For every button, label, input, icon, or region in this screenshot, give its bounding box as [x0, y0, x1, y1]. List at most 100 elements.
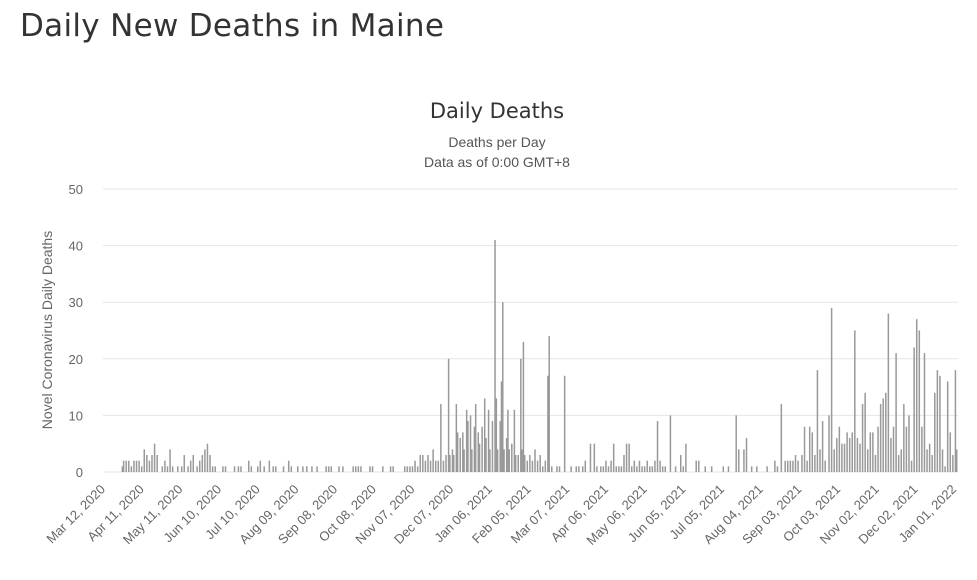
bar: [489, 449, 491, 472]
bar: [211, 466, 214, 472]
bar: [275, 466, 277, 472]
bar: [371, 466, 374, 472]
bar: [449, 455, 451, 472]
chart-subtitle: Deaths per Day: [448, 134, 545, 150]
bar: [841, 443, 843, 472]
bar: [508, 449, 510, 472]
bar: [483, 398, 486, 472]
bar: [854, 330, 856, 472]
y-tick-label: 30: [69, 295, 83, 310]
bar: [618, 466, 620, 472]
bar: [268, 460, 271, 472]
bar: [206, 443, 209, 472]
bar: [931, 455, 933, 472]
bar: [661, 466, 664, 472]
bar: [198, 460, 201, 472]
y-axis-label: Novel Coronavirus Daily Deaths: [39, 231, 55, 429]
bar: [869, 432, 872, 472]
bar: [491, 421, 494, 472]
bar: [392, 466, 394, 472]
bar: [462, 432, 464, 472]
bar: [434, 460, 437, 472]
bar: [474, 404, 477, 472]
gridlines: [103, 188, 958, 473]
bar: [578, 466, 580, 472]
bar: [915, 319, 918, 472]
bar: [534, 449, 536, 472]
bar: [247, 460, 250, 472]
bar: [513, 409, 516, 472]
bar: [581, 466, 584, 472]
bar: [148, 460, 151, 472]
bar: [342, 466, 344, 472]
bar: [183, 455, 185, 472]
bar: [523, 455, 526, 472]
bar: [674, 466, 677, 472]
bar: [654, 460, 656, 472]
bar: [503, 449, 505, 472]
bar: [643, 466, 646, 472]
bar: [910, 460, 913, 472]
page-heading: Daily New Deaths in Maine: [20, 8, 445, 44]
bar: [360, 466, 362, 472]
bar: [389, 466, 392, 472]
bar: [406, 466, 409, 472]
y-tick-label: 10: [69, 408, 83, 423]
bar: [496, 449, 499, 472]
bar: [296, 466, 299, 472]
bar: [819, 449, 821, 472]
bar: [615, 466, 618, 472]
bar: [272, 466, 274, 472]
bar: [263, 466, 265, 472]
bar: [649, 466, 651, 472]
bar: [801, 455, 803, 472]
bar: [838, 426, 841, 472]
bars: [121, 239, 958, 472]
bar: [517, 455, 519, 472]
bar: [861, 404, 864, 472]
bar: [710, 466, 713, 472]
bar: [651, 466, 654, 472]
bar: [302, 466, 304, 472]
bar: [290, 466, 293, 472]
bar: [481, 426, 483, 472]
bar: [659, 460, 661, 472]
bar: [316, 466, 318, 472]
bar: [522, 341, 525, 472]
bar: [151, 455, 153, 472]
bar: [679, 455, 682, 472]
bar: [605, 460, 607, 472]
bar: [222, 466, 224, 472]
bar: [563, 375, 566, 472]
bar: [463, 449, 465, 472]
bar: [259, 460, 262, 472]
chart-subtitle-date: Data as of 0:00 GMT+8: [424, 154, 570, 170]
bar: [874, 455, 877, 472]
bar: [756, 466, 758, 472]
bar: [520, 358, 522, 472]
bar: [138, 460, 140, 472]
bar: [589, 443, 592, 472]
bar: [646, 460, 648, 472]
bar: [201, 455, 204, 472]
bar: [821, 421, 824, 472]
bar: [607, 466, 610, 472]
bar: [529, 455, 531, 472]
bar: [473, 426, 476, 472]
bar: [161, 466, 164, 472]
bar: [511, 443, 513, 472]
bar: [596, 466, 598, 472]
bar: [214, 466, 216, 472]
bar: [445, 455, 447, 472]
bar: [570, 466, 572, 472]
bar: [177, 466, 179, 472]
bar: [437, 460, 440, 472]
bar: [704, 466, 706, 472]
bar: [620, 466, 623, 472]
bar: [900, 449, 903, 472]
bar: [776, 466, 779, 472]
bar: [656, 421, 659, 472]
bar: [338, 466, 340, 472]
bar: [918, 330, 921, 472]
